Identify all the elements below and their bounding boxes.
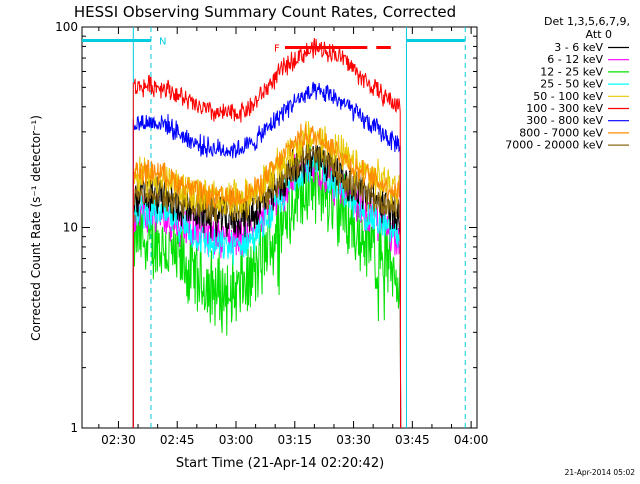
series-line-1 bbox=[132, 144, 402, 429]
series-line-7 bbox=[132, 81, 402, 429]
legend-header-line-2: Att 0 bbox=[586, 28, 612, 41]
legend-label-6: 100 - 300 keV bbox=[526, 102, 603, 115]
legend-label-1: 3 - 6 keV bbox=[554, 41, 603, 54]
series-line-8 bbox=[132, 123, 402, 429]
y-tick-label: 100 bbox=[55, 20, 78, 34]
legend-label-2: 6 - 12 keV bbox=[547, 53, 603, 66]
annotations: NF bbox=[82, 37, 466, 55]
x-tick-label: 04:00 bbox=[454, 433, 489, 447]
x-tick-label: 02:30 bbox=[101, 433, 136, 447]
series-line-5 bbox=[132, 121, 402, 429]
y-tick-label: 1 bbox=[70, 421, 78, 435]
series-group bbox=[132, 38, 402, 429]
legend-label-5: 50 - 100 keV bbox=[533, 90, 603, 103]
x-tick-label: 02:45 bbox=[160, 433, 195, 447]
x-tick-label: 03:00 bbox=[219, 433, 254, 447]
axes: 02:30 02:45 03:00 03:15 03:30 03:45 04:00 1 10 10… bbox=[55, 20, 488, 447]
x-tick-label: 03:30 bbox=[336, 433, 371, 447]
chart-title: HESSI Observing Summary Count Rates, Cor… bbox=[74, 3, 456, 21]
series-line-4 bbox=[132, 154, 402, 429]
x-tick-label: 03:45 bbox=[395, 433, 430, 447]
series-line-9 bbox=[132, 141, 402, 429]
x-axis-label: Start Time (21-Apr-14 02:20:42) bbox=[176, 456, 384, 471]
legend-label-3: 12 - 25 keV bbox=[540, 65, 603, 78]
legend-label-9: 7000 - 20000 keV bbox=[505, 139, 603, 152]
flare-label: F bbox=[274, 44, 280, 55]
legend-label-7: 300 - 800 keV bbox=[526, 114, 603, 127]
night-label: N bbox=[159, 37, 166, 48]
legend-header-line-1: Det 1,3,5,6,7,9, bbox=[544, 15, 630, 28]
legend-label-4: 25 - 50 keV bbox=[540, 78, 603, 91]
y-axis-label: Corrected Count Rate (s⁻¹ detector⁻¹) bbox=[29, 115, 43, 341]
y-tick-label: 10 bbox=[63, 221, 78, 235]
x-tick-label: 03:15 bbox=[277, 433, 312, 447]
legend-label-8: 800 - 7000 keV bbox=[519, 126, 603, 139]
footer-timestamp: 21-Apr-2014 05:02 bbox=[565, 468, 636, 477]
series-line-6 bbox=[132, 38, 402, 429]
